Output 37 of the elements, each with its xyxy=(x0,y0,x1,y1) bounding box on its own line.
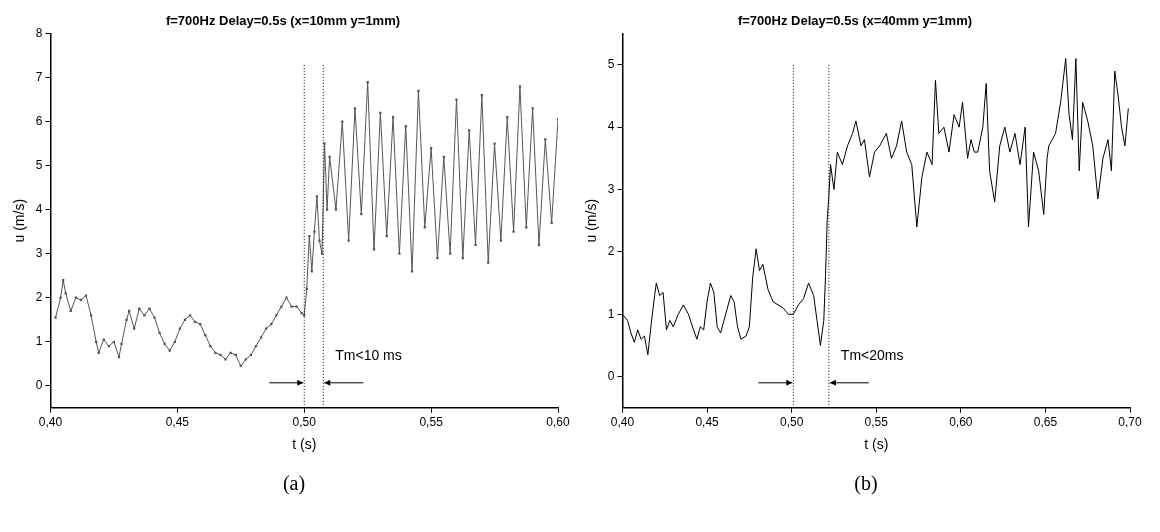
y-tick-label: 0 xyxy=(35,378,43,393)
x-tick-label: 0,45 xyxy=(165,415,190,430)
x-tick-label: 0,45 xyxy=(695,415,720,430)
x-axis-title: t (s) xyxy=(864,436,889,453)
y-tick-label: 4 xyxy=(607,119,615,134)
y-tick-label: 5 xyxy=(35,157,43,172)
x-axis-title: t (s) xyxy=(292,436,317,453)
y-tick-label: 3 xyxy=(35,246,43,261)
x-tick-label: 0,65 xyxy=(1033,415,1058,430)
x-tick-label: 0,60 xyxy=(546,415,570,430)
y-tick-label: 3 xyxy=(607,181,615,196)
x-tick-label: 0,55 xyxy=(419,415,444,430)
y-tick-label: 2 xyxy=(35,290,43,305)
y-tick-label: 2 xyxy=(607,244,615,259)
ref-line-label: Tm<20ms xyxy=(840,346,904,363)
text: (b) xyxy=(853,472,879,495)
y-tick-label: 0 xyxy=(607,368,615,383)
x-tick-label: 0,40 xyxy=(610,415,635,430)
y-tick-label: 6 xyxy=(35,113,43,128)
x-tick-label: 0,55 xyxy=(864,415,889,430)
x-tick-label: 0,60 xyxy=(949,415,973,430)
x-tick-label: 0,70 xyxy=(1118,415,1142,430)
x-tick-label: 0,40 xyxy=(38,415,63,430)
y-tick-label: 5 xyxy=(607,57,615,72)
x-tick-label: 0,50 xyxy=(779,415,804,430)
chart-title: f=700Hz Delay=0.5s (x=10mm y=1mm) xyxy=(165,13,401,29)
text: (a) xyxy=(281,472,307,495)
y-axis-title: u (m/s) xyxy=(583,198,600,243)
chart-title: f=700Hz Delay=0.5s (x=40mm y=1mm) xyxy=(737,13,973,29)
x-tick-label: 0,50 xyxy=(292,415,317,430)
y-tick-label: 7 xyxy=(35,69,43,84)
ref-line-label: Tm<10 ms xyxy=(335,346,402,363)
y-tick-label: 1 xyxy=(607,306,615,321)
y-axis-title: u (m/s) xyxy=(11,198,28,243)
y-tick-label: 1 xyxy=(35,334,43,349)
y-tick-label: 4 xyxy=(35,202,43,217)
y-tick-label: 8 xyxy=(35,25,43,40)
